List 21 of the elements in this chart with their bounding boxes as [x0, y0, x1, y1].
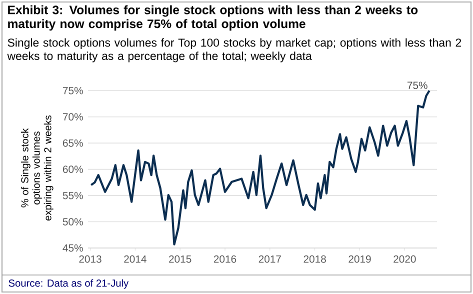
x-tick-label: 2019	[348, 255, 371, 263]
y-tick-label: 50%	[62, 218, 83, 226]
annotation: 75%	[407, 82, 428, 90]
chart-subtitle: Single stock options volumes for Top 100 stocks by market cap; options with less than 2 weeks to maturity as a percentage of the total; weekly data	[7, 38, 462, 62]
y-tick-label: 45%	[62, 244, 83, 252]
y-axis-title: % of Single stock options volumes expiring within 2 weeks	[20, 115, 54, 221]
y-tick-label: 60%	[63, 166, 83, 173]
y-tick-label: 55%	[62, 192, 83, 200]
chart-title: Exhibit 3: Volumes for single stock options with less than 2 weeks to maturity now comprise 75% of total option volume	[8, 5, 418, 31]
source-note: Source: Data as of 21-July	[8, 279, 129, 289]
y-tick-label: 75%	[63, 86, 83, 94]
x-tick-label: 2018	[304, 255, 326, 263]
x-tick-label: 2016	[214, 255, 236, 263]
x-tick-label: 2020	[394, 255, 416, 263]
x-tick-label: 2013	[79, 255, 102, 263]
x-tick-label: 2014	[124, 255, 146, 263]
y-tick-label: 65%	[63, 139, 83, 147]
x-tick-label: 2017	[258, 255, 281, 263]
line-series	[90, 90, 430, 246]
x-tick-label: 2015	[169, 255, 192, 263]
y-tick-label: 70%	[63, 113, 83, 121]
